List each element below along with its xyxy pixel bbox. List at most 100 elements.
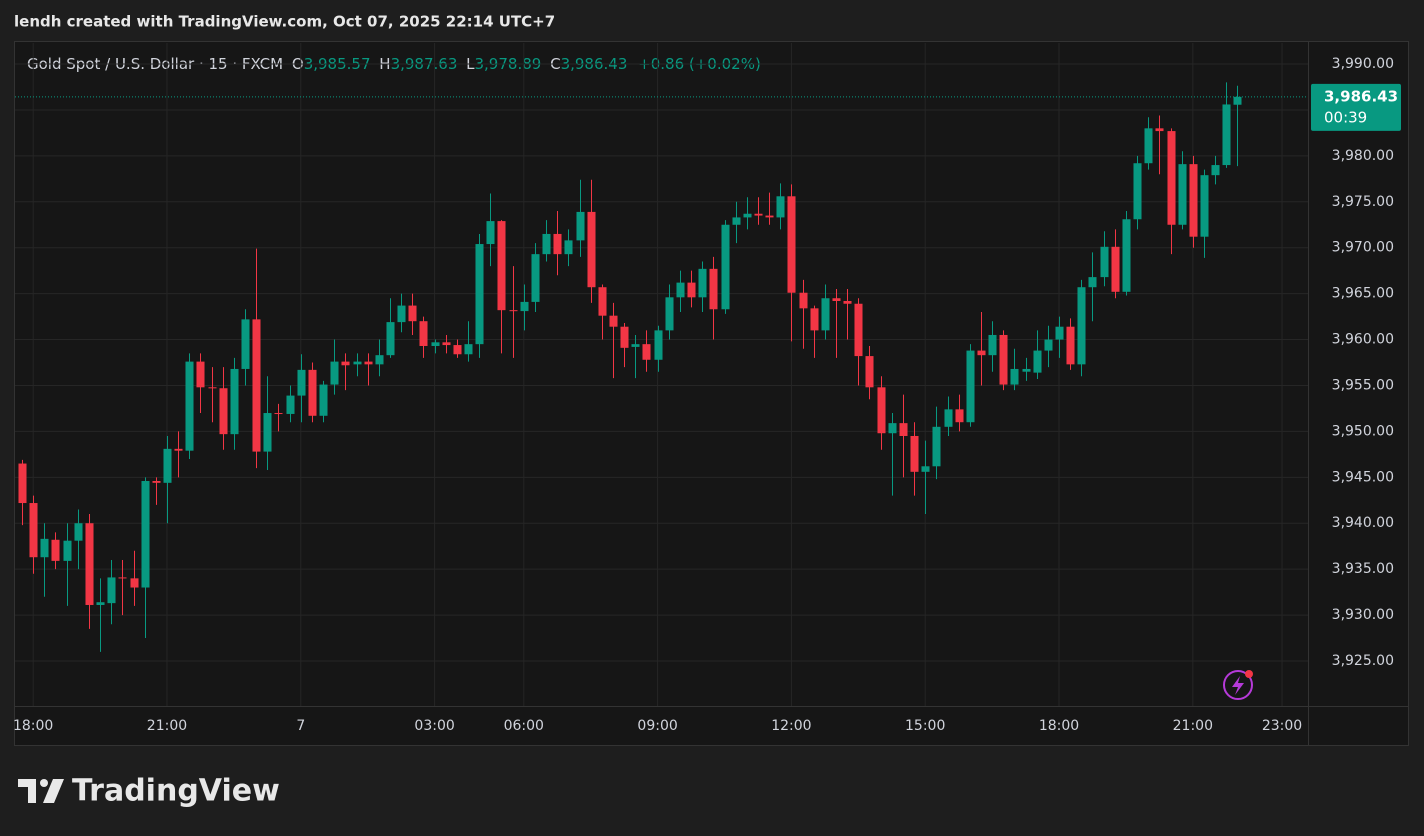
candle-body xyxy=(196,361,205,388)
price-label: 3,986.43 xyxy=(1324,87,1398,105)
candle-body xyxy=(932,426,941,467)
legend-prefix: C xyxy=(550,55,560,73)
candle-body xyxy=(18,463,27,504)
candle-body xyxy=(821,298,830,331)
candle-body xyxy=(85,523,94,605)
candle-body xyxy=(832,298,841,301)
candle-body xyxy=(676,282,685,298)
candle-body xyxy=(1133,163,1142,220)
candle-body xyxy=(743,213,752,218)
candle-body xyxy=(810,308,819,331)
candle-body xyxy=(1167,131,1176,225)
y-tick-label: 3,960.00 xyxy=(1332,332,1394,348)
candle-body xyxy=(386,322,395,356)
candle-body xyxy=(464,344,473,355)
candle-body xyxy=(163,448,172,483)
candle-body xyxy=(1200,175,1209,237)
candle-body xyxy=(118,577,127,579)
candle-body xyxy=(665,297,674,331)
logo xyxy=(18,779,64,803)
candle-body xyxy=(219,388,228,435)
candle-body xyxy=(252,319,261,452)
candle-body xyxy=(1122,219,1131,292)
candle-body xyxy=(944,409,953,427)
candle-body xyxy=(542,233,551,255)
legend-symbol: Gold Spot / U.S. Dollar · 15 · FXCM xyxy=(27,55,283,73)
legend-value: 3,987.63 xyxy=(391,55,458,73)
candle-body xyxy=(1178,164,1187,225)
candle-body xyxy=(520,301,529,312)
candle-body xyxy=(241,319,250,369)
candle-body xyxy=(375,355,384,365)
candle-body xyxy=(509,310,518,312)
legend-prefix: L xyxy=(466,55,475,73)
candle-body xyxy=(107,577,116,604)
candle-body xyxy=(1211,165,1220,176)
legend-change: +0.86 (+0.02%) xyxy=(638,55,761,73)
candle-body xyxy=(899,423,908,436)
candle-body xyxy=(442,342,451,346)
candle-body xyxy=(308,369,317,416)
legend: Gold Spot / U.S. Dollar · 15 · FXCM O3,9… xyxy=(27,55,761,73)
candle-body xyxy=(609,315,618,327)
candle-body xyxy=(319,384,328,416)
y-tick-label: 3,970.00 xyxy=(1332,240,1394,256)
candle-body xyxy=(955,409,964,423)
candle-body xyxy=(1100,246,1109,278)
candle-body xyxy=(999,334,1008,385)
candle-body xyxy=(888,423,897,434)
candle-body xyxy=(910,435,919,472)
candle-body xyxy=(642,344,651,360)
header: lendh created with TradingView.com, Oct … xyxy=(14,13,555,31)
candle-body xyxy=(1189,164,1198,237)
x-tick-label: 03:00 xyxy=(414,718,454,734)
candle-body xyxy=(531,254,540,302)
candle-body xyxy=(96,602,105,605)
candle-body xyxy=(854,303,863,357)
x-tick-label: 15:00 xyxy=(905,718,945,734)
lightning-icon[interactable] xyxy=(1223,670,1253,700)
legend-prefix: O xyxy=(292,55,304,73)
candle-body xyxy=(330,361,339,385)
candle-body xyxy=(553,233,562,255)
candle-body xyxy=(1222,104,1231,166)
candle-body xyxy=(408,305,417,322)
candle-body xyxy=(1088,277,1097,288)
candle-body xyxy=(297,369,306,396)
candle-body xyxy=(966,350,975,423)
candle-body xyxy=(1144,128,1153,164)
candle-body xyxy=(397,305,406,323)
candle-body xyxy=(453,345,462,355)
y-tick-label: 3,935.00 xyxy=(1332,561,1394,577)
x-tick-label: 12:00 xyxy=(771,718,811,734)
y-tick-label: 3,945.00 xyxy=(1332,469,1394,485)
candle-body xyxy=(709,268,718,310)
candle-body xyxy=(152,480,161,483)
countdown-label: 00:39 xyxy=(1324,108,1367,126)
candle-body xyxy=(1066,326,1075,365)
candle-body xyxy=(1111,246,1120,292)
x-tick-label: 18:00 xyxy=(1039,718,1079,734)
candle-body xyxy=(1055,326,1064,340)
candle-body xyxy=(620,326,629,348)
y-tick-label: 3,980.00 xyxy=(1332,148,1394,164)
legend-value: 3,985.57 xyxy=(304,55,371,73)
icon-dot xyxy=(1245,670,1253,678)
candle-body xyxy=(486,221,495,245)
y-tick-label: 3,930.00 xyxy=(1332,607,1394,623)
x-tick-label: 7 xyxy=(296,718,305,734)
candle-body xyxy=(1044,339,1053,351)
icon-ring xyxy=(1223,670,1253,700)
legend-value: 3,986.43 xyxy=(561,55,628,73)
candle-body xyxy=(721,224,730,310)
candle-body xyxy=(174,448,183,451)
candle-body xyxy=(1033,350,1042,373)
y-tick-label: 3,975.00 xyxy=(1332,194,1394,210)
candle-body xyxy=(631,344,640,347)
x-tick-label: 18:00 xyxy=(13,718,53,734)
candle-body xyxy=(765,215,774,218)
candle-body xyxy=(865,356,874,388)
candle-body xyxy=(63,540,72,561)
candle-body xyxy=(1010,368,1019,385)
